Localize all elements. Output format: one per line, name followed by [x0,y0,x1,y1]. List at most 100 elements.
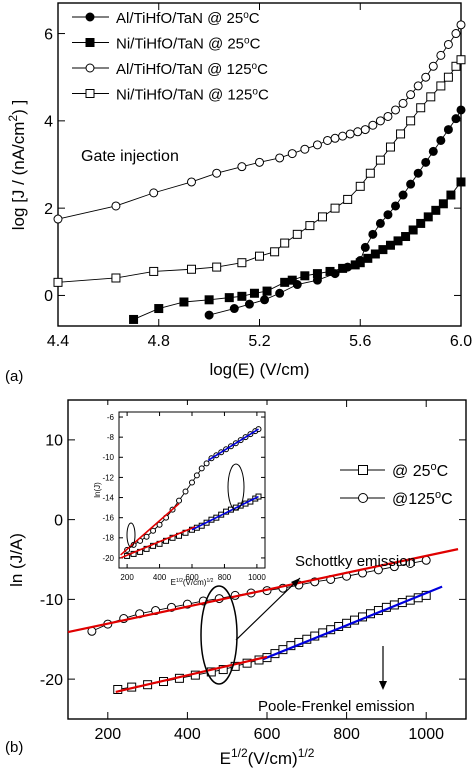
data-point [111,201,121,211]
data-point [360,242,370,252]
data-point [85,12,95,22]
data-point [358,493,368,503]
data-point [451,29,461,39]
data-point [287,149,297,159]
label-text: C [441,491,453,508]
data-point [436,50,446,60]
data-point [338,263,348,273]
fit-line [262,585,443,661]
data-point [363,253,373,263]
data-point [443,125,453,135]
label-text: C [249,10,260,27]
superscript: 1/2 [298,746,315,760]
data-point [212,168,222,178]
data-point [345,129,355,139]
data-point [176,497,183,504]
data-point [398,98,408,108]
data-point [280,277,290,287]
data-point [451,61,461,71]
data-point [456,20,466,30]
y-tick-label: 0 [44,288,53,305]
superscript: 1/2 [231,746,248,760]
fit-line [207,428,259,461]
label-text: (V/cm) [248,749,298,768]
data-point [406,179,416,189]
y-tick-label: -20 [40,672,63,689]
label-text: @125 [392,491,435,508]
legend-label: Ni/TiHfO/TaN @ 125oC [116,86,269,104]
label-text: Ni/TiHfO/TaN @ 125 [116,87,252,104]
data-point [370,249,380,259]
y-tick-label: -20 [102,554,114,563]
axes: 4.4 4.8 5.2 5.6 6.0 0 2 4 6 log(E) (V/cm) log [J /… [5,2,472,385]
data-point [391,105,401,115]
data-point [355,181,365,191]
data-point [218,665,228,675]
data-point [375,155,385,165]
data-point [398,190,408,200]
data-point [237,291,247,301]
data-point [401,232,411,242]
label-text: C [437,463,449,480]
data-point [421,157,431,167]
label-text: Ni/TiHfO/TaN @ 25 [116,36,244,53]
data-point [300,144,310,154]
data-point [385,240,395,250]
data-point [237,162,247,172]
data-point [143,533,150,540]
data-point [182,488,189,495]
data-point [287,275,297,285]
y-tick-label: 10 [45,433,63,450]
x-tick-label: 400 [153,573,167,582]
data-point [406,116,416,126]
data-point [360,125,370,135]
x-tick-label: 600 [254,726,281,743]
data-point [249,288,259,298]
data-point [436,135,446,145]
data-point [270,247,280,257]
fit-line [67,548,459,634]
x-tick-label: 600 [185,573,199,582]
y-tick-label: -16 [102,514,114,523]
superscript: 2 [6,115,20,122]
data-point [416,103,426,113]
data-point [446,190,456,200]
y-tick-label: 4 [44,114,53,131]
x-tick-label: 4.4 [47,333,69,350]
legend-label: @125oC [392,489,453,508]
data-point [275,153,285,163]
data-point [186,264,196,274]
data-point [204,310,214,320]
data-point [456,177,466,187]
data-point [317,212,327,222]
label-text: C [258,87,269,104]
data-point [391,201,401,211]
superscript: o [430,461,436,473]
y-tick-label: 2 [44,201,53,218]
data-point [375,116,385,126]
data-point [436,81,446,91]
data-point [230,661,240,671]
x-tick-label: 400 [174,726,201,743]
data-point [186,177,196,187]
data-point [428,61,438,71]
x-tick-label: 200 [94,726,121,743]
fit-line [115,655,268,693]
data-point [408,225,418,235]
y-tick-label: -14 [102,493,114,502]
data-point [150,527,157,534]
inset-ellipse [126,522,136,548]
data-point [224,293,234,303]
data-point [396,129,406,139]
y-tick-label: 6 [44,26,53,43]
data-point [456,55,466,65]
data-point [343,194,353,204]
arrow-head [291,578,300,587]
label-text: log [J / (nA/cm [9,122,28,231]
panel-label: (a) [5,368,23,385]
x-axis-label: log(E) (V/cm) [209,360,309,379]
fit-line [120,525,196,559]
arrow-head [379,681,387,690]
data-point [423,212,433,222]
